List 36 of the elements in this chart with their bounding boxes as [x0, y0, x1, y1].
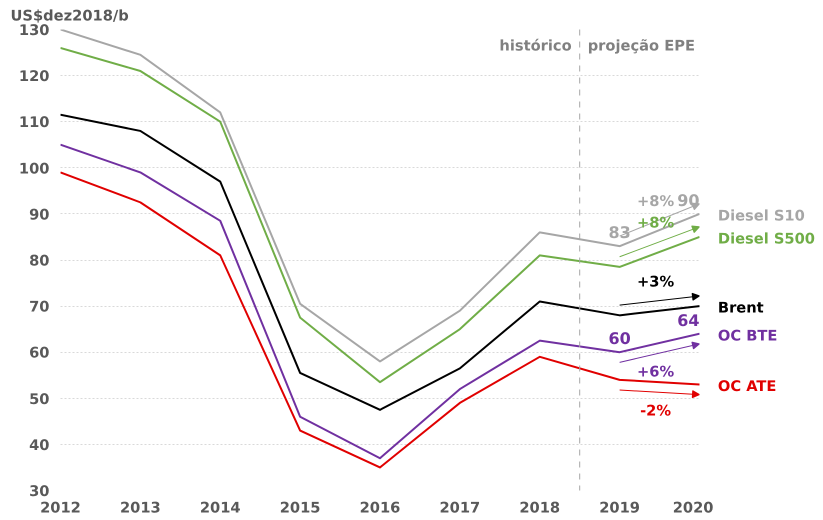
- y-tick-label: 60: [29, 344, 50, 362]
- y-tick-label: 30: [29, 483, 50, 500]
- annotation: +3%: [636, 273, 674, 290]
- x-tick-label: 2015: [280, 500, 321, 516]
- series-label: Brent: [718, 300, 764, 317]
- legend-label: Diesel S500: [718, 230, 815, 248]
- data-label: 60: [608, 329, 631, 348]
- x-tick-label: 2018: [519, 500, 560, 516]
- y-tick-label: 110: [18, 114, 50, 132]
- legend-label: Diesel S10: [718, 207, 805, 224]
- annotation: histórico: [499, 38, 572, 54]
- y-tick-label: 120: [18, 68, 50, 86]
- x-tick-label: 2019: [599, 500, 640, 516]
- y-tick-label: 40: [29, 436, 50, 454]
- x-tick-label: 2016: [360, 500, 400, 516]
- legend-label: OC ATE: [718, 378, 776, 395]
- annotation: +8%: [636, 192, 674, 210]
- y-tick-label: 70: [29, 298, 50, 316]
- annotation: -2%: [640, 402, 672, 420]
- y-tick-label: 80: [29, 252, 50, 270]
- y-tick-label: 100: [18, 160, 50, 178]
- data-label: 83: [608, 223, 631, 242]
- annotation: +6%: [636, 363, 674, 380]
- annotation: projeção EPE: [588, 38, 695, 54]
- legend-label: OC BTE: [718, 327, 778, 344]
- y-tick-label: 130: [18, 22, 50, 39]
- annotation: +8%: [636, 214, 674, 232]
- x-tick-label: 2017: [439, 500, 480, 516]
- x-tick-label: 2012: [40, 500, 81, 516]
- x-tick-label: 2014: [200, 500, 241, 516]
- data-label: 64: [677, 310, 700, 330]
- y-axis-title: US$dez2018/b: [10, 8, 129, 24]
- y-tick-label: 50: [29, 390, 50, 408]
- x-tick-label: 2020: [672, 500, 714, 516]
- y-tick-label: 90: [29, 206, 50, 224]
- x-tick-label: 2013: [120, 500, 161, 516]
